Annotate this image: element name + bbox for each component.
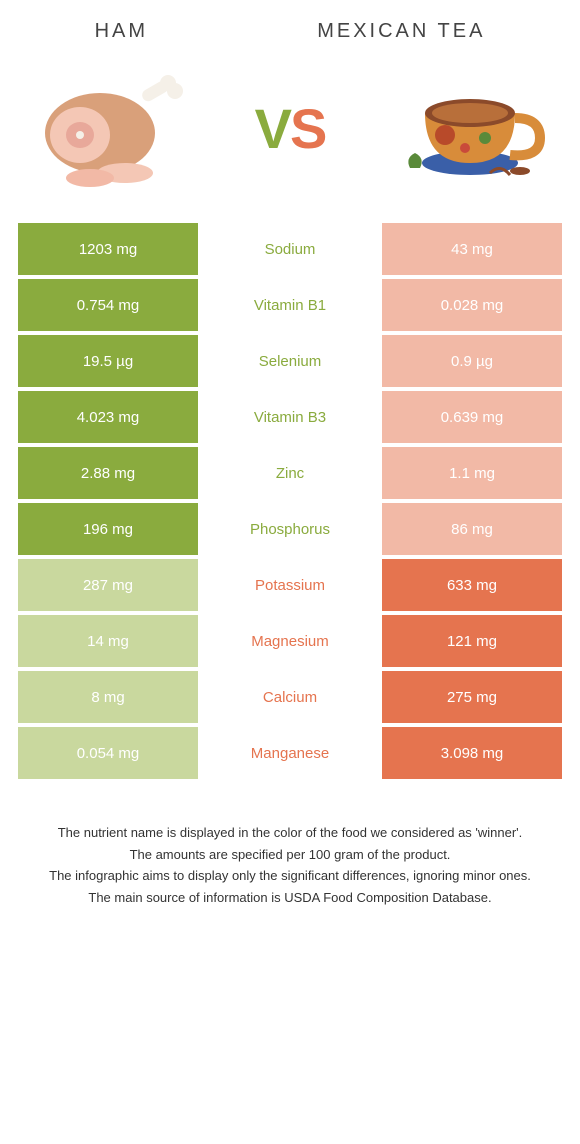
left-value-cell: 287 mg — [18, 559, 198, 611]
left-value-cell: 0.754 mg — [18, 279, 198, 331]
left-value-cell: 0.054 mg — [18, 727, 198, 779]
right-value-cell: 633 mg — [382, 559, 562, 611]
footer-line-3: The infographic aims to display only the… — [30, 866, 550, 886]
right-value-cell: 0.028 mg — [382, 279, 562, 331]
comparison-table: 1203 mgSodium43 mg0.754 mgVitamin B10.02… — [0, 223, 580, 779]
mexican-tea-icon — [390, 63, 550, 193]
table-row: 0.054 mgManganese3.098 mg — [18, 727, 562, 779]
table-row: 287 mgPotassium633 mg — [18, 559, 562, 611]
images-row: VS — [0, 53, 580, 223]
table-row: 1203 mgSodium43 mg — [18, 223, 562, 275]
table-row: 8 mgCalcium275 mg — [18, 671, 562, 723]
left-value-cell: 196 mg — [18, 503, 198, 555]
nutrient-label: Potassium — [198, 559, 382, 611]
nutrient-label: Vitamin B1 — [198, 279, 382, 331]
vs-v: V — [255, 97, 290, 160]
right-value-cell: 86 mg — [382, 503, 562, 555]
right-food-title: Mexican tea — [317, 20, 485, 43]
nutrient-label: Phosphorus — [198, 503, 382, 555]
left-value-cell: 8 mg — [18, 671, 198, 723]
left-value-cell: 19.5 µg — [18, 335, 198, 387]
vs-label: VS — [255, 96, 326, 161]
header: Ham Mexican tea — [0, 0, 580, 53]
nutrient-label: Zinc — [198, 447, 382, 499]
right-value-cell: 1.1 mg — [382, 447, 562, 499]
table-row: 196 mgPhosphorus86 mg — [18, 503, 562, 555]
right-value-cell: 43 mg — [382, 223, 562, 275]
right-value-cell: 275 mg — [382, 671, 562, 723]
left-value-cell: 2.88 mg — [18, 447, 198, 499]
vs-s: S — [290, 97, 325, 160]
right-value-cell: 0.639 mg — [382, 391, 562, 443]
table-row: 14 mgMagnesium121 mg — [18, 615, 562, 667]
left-value-cell: 4.023 mg — [18, 391, 198, 443]
nutrient-label: Selenium — [198, 335, 382, 387]
footer-line-4: The main source of information is USDA F… — [30, 888, 550, 908]
table-row: 19.5 µgSelenium0.9 µg — [18, 335, 562, 387]
nutrient-label: Calcium — [198, 671, 382, 723]
nutrient-label: Vitamin B3 — [198, 391, 382, 443]
table-row: 0.754 mgVitamin B10.028 mg — [18, 279, 562, 331]
footer-line-1: The nutrient name is displayed in the co… — [30, 823, 550, 843]
ham-icon — [30, 63, 190, 193]
right-value-cell: 121 mg — [382, 615, 562, 667]
nutrient-label: Manganese — [198, 727, 382, 779]
nutrient-label: Sodium — [198, 223, 382, 275]
table-row: 2.88 mgZinc1.1 mg — [18, 447, 562, 499]
left-food-title: Ham — [95, 20, 148, 43]
footer-line-2: The amounts are specified per 100 gram o… — [30, 845, 550, 865]
left-value-cell: 14 mg — [18, 615, 198, 667]
right-value-cell: 3.098 mg — [382, 727, 562, 779]
footer-notes: The nutrient name is displayed in the co… — [0, 783, 580, 929]
right-value-cell: 0.9 µg — [382, 335, 562, 387]
left-value-cell: 1203 mg — [18, 223, 198, 275]
table-row: 4.023 mgVitamin B30.639 mg — [18, 391, 562, 443]
nutrient-label: Magnesium — [198, 615, 382, 667]
